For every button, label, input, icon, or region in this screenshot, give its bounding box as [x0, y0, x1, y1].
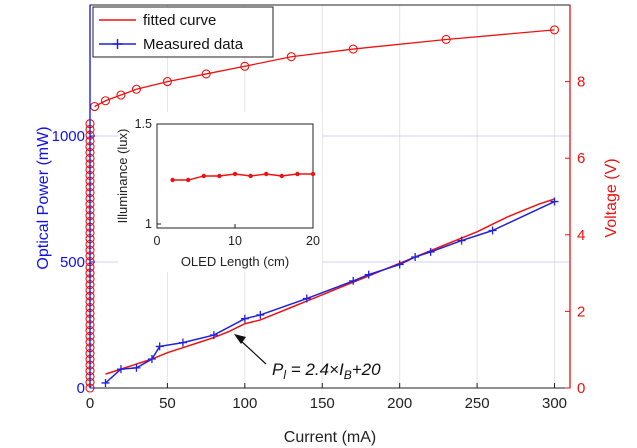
voltage-point — [100, 96, 111, 106]
measured-point — [209, 331, 218, 340]
fitted-curve-line — [105, 198, 555, 375]
right-tick-label-3: 6 — [577, 150, 585, 167]
annotation-arrow-head — [234, 334, 246, 344]
x-tick-label-4: 200 — [387, 395, 412, 412]
measured-point — [349, 276, 358, 285]
left-tick-label-1: 500 — [60, 254, 85, 271]
left-axis-label: Optical Power (mW) — [35, 126, 52, 269]
inset-point — [217, 173, 222, 179]
annotation-arrow-line — [239, 339, 267, 365]
left-tick-label-2: 1000 — [52, 128, 85, 145]
voltage-point — [348, 44, 358, 54]
legend-fit-label: fitted curve — [143, 12, 216, 29]
measured-point — [550, 197, 559, 206]
inset-y-label: Illuminance (lux) — [115, 129, 130, 224]
left-tick-label-0: 0 — [77, 380, 85, 397]
inset-series — [170, 171, 316, 183]
voltage-line — [94, 29, 555, 108]
right-tick-label-0: 0 — [577, 380, 585, 397]
measured-data-line — [104, 200, 555, 384]
measured-point — [302, 294, 311, 303]
legend-measured-label: Measured data — [143, 36, 244, 53]
inset-y-tick-label-0: 1 — [145, 217, 152, 231]
inset-point — [186, 177, 191, 183]
inset-point — [295, 171, 300, 177]
voltage-point — [131, 84, 142, 94]
voltage-point — [549, 25, 560, 35]
x-tick-label-1: 50 — [159, 395, 176, 412]
measured-data-series — [101, 197, 559, 387]
measured-point — [132, 363, 141, 372]
inset-point — [279, 173, 284, 179]
left-axis-ticks: 0 500 1000 — [52, 128, 95, 397]
x-tick-label-3: 150 — [310, 395, 335, 412]
x-axis-ticks: 0 50 100 150 200 250 300 — [86, 383, 567, 412]
legend: fitted curve Measured data — [92, 6, 274, 58]
fitted-curve-series — [105, 198, 555, 375]
right-axis-ticks: 0 2 4 6 8 — [565, 74, 585, 397]
measured-point — [488, 226, 497, 235]
measured-point — [240, 314, 249, 323]
voltage-point — [116, 90, 126, 100]
voltage-point — [240, 61, 250, 71]
x-tick-label-5: 250 — [465, 395, 490, 412]
measured-point — [395, 260, 404, 269]
inset-point — [232, 171, 238, 177]
voltage-point — [441, 34, 451, 45]
measured-point — [178, 338, 187, 347]
legend-box — [92, 6, 274, 58]
inset-x-tick-label-1: 10 — [228, 234, 242, 248]
inset-x-tick-label-0: 0 — [154, 234, 161, 248]
inset-x-label: OLED Length (cm) — [181, 254, 289, 269]
inset-point — [264, 171, 269, 177]
inset-point — [170, 177, 175, 183]
measured-point — [411, 252, 420, 261]
x-axis-label: Current (mA) — [284, 429, 376, 446]
x-tick-label-0: 0 — [86, 395, 94, 412]
measured-point — [116, 365, 125, 374]
right-tick-label-1: 2 — [577, 303, 585, 320]
fit-annotation: Pl = 2.4×IB+20 — [234, 334, 381, 382]
measured-point — [256, 310, 265, 319]
right-tick-label-4: 8 — [577, 74, 585, 91]
annotation-equation: Pl = 2.4×IB+20 — [272, 360, 381, 382]
voltage-point — [286, 52, 296, 62]
right-tick-label-2: 4 — [577, 227, 585, 244]
voltage-point — [201, 69, 211, 79]
x-tick-label-2: 100 — [232, 395, 257, 412]
right-axis-label: Voltage (V) — [603, 158, 620, 237]
inset-ticks: 0 10 20 1 1.5 — [135, 117, 320, 248]
voltage-point — [162, 77, 172, 87]
measured-point — [426, 247, 435, 256]
inset-x-tick-label-2: 20 — [306, 234, 320, 248]
inset-point — [310, 171, 316, 177]
inset-point — [201, 173, 206, 179]
inset-point — [248, 173, 253, 179]
measured-point — [364, 270, 373, 279]
inset-line — [172, 173, 313, 181]
measured-point — [457, 236, 466, 245]
x-tick-label-6: 300 — [542, 395, 567, 412]
inset-chart: 0 10 20 1 1.5 OLED Length (cm) Illuminance (… — [115, 112, 322, 272]
measured-point — [155, 342, 164, 351]
inset-y-tick-label-1: 1.5 — [135, 117, 152, 131]
measured-point — [147, 355, 156, 364]
measured-point — [101, 378, 110, 387]
